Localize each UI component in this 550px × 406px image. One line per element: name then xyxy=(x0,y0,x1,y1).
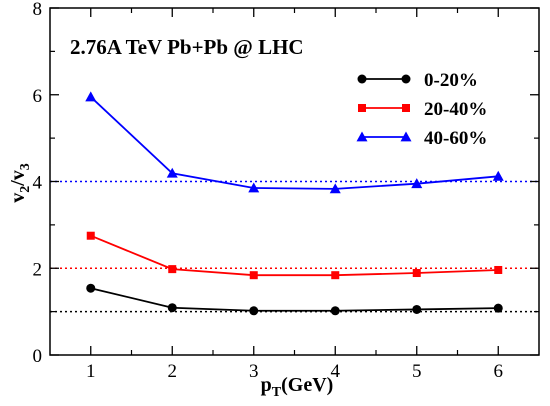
legend-marker-3-right xyxy=(400,131,412,142)
x-tick-label-4: 4 xyxy=(331,361,341,382)
x-tick-label-3: 3 xyxy=(249,361,259,382)
y-tick-label-4: 6 xyxy=(33,86,43,107)
x-axis-label-main: p xyxy=(261,374,272,396)
series-1-point-6 xyxy=(493,303,503,313)
series-2-point-5 xyxy=(412,269,421,278)
tick-labels: 1 2 3 4 5 6 0 2 4 6 8 xyxy=(33,0,504,382)
series-lines xyxy=(90,96,499,312)
legend-marker-1-right xyxy=(401,74,411,84)
series-line-1 xyxy=(90,287,499,312)
series-2-point-6 xyxy=(494,265,503,274)
legend-label-2: 20-40% xyxy=(424,99,487,120)
x-tick-label-2: 2 xyxy=(168,361,178,382)
y-tick-label-3: 4 xyxy=(33,173,43,194)
x-axis-label-rest: (GeV) xyxy=(281,374,333,396)
series-1-point-3 xyxy=(249,306,259,316)
x-axis-label-sub: T xyxy=(272,385,282,400)
series-2-point-4 xyxy=(331,271,340,280)
x-tick-label-6: 6 xyxy=(494,361,504,382)
legend-marker-3-left xyxy=(356,131,368,142)
x-tick-label-5: 5 xyxy=(412,361,422,382)
y-tick-label-2: 2 xyxy=(33,259,43,280)
series-2-point-2 xyxy=(168,265,177,274)
series-2-point-1 xyxy=(86,231,95,240)
series-2-point-3 xyxy=(249,271,258,280)
series-1-point-5 xyxy=(412,304,422,314)
series-3-point-4 xyxy=(329,183,341,194)
legend-marker-1-left xyxy=(357,74,367,84)
series-1-point-2 xyxy=(167,303,177,313)
legend-marker-2-left xyxy=(358,104,366,112)
y-axis-label-slash: /v xyxy=(7,170,29,187)
legend-marker-2-right xyxy=(402,104,410,112)
y-axis-label-main: v xyxy=(7,193,29,203)
y-tick-label-5: 8 xyxy=(33,0,43,20)
series-3-point-6 xyxy=(492,170,504,181)
legend-label-3: 40-60% xyxy=(424,128,487,149)
legend-label-1: 0-20% xyxy=(424,70,478,91)
series-1-point-4 xyxy=(330,306,340,316)
chart-title: 2.76A TeV Pb+Pb @ LHC xyxy=(70,35,304,59)
reference-lines xyxy=(50,180,539,313)
x-tick-label-1: 1 xyxy=(86,361,96,382)
y-tick-label-1: 0 xyxy=(33,346,43,367)
series-line-3 xyxy=(90,96,499,190)
y-axis-label-sub1: 2 xyxy=(18,186,33,193)
series-3-point-5 xyxy=(411,178,423,189)
y-axis-label-sub2: 3 xyxy=(18,163,33,170)
series-3-point-2 xyxy=(166,167,178,178)
series-1-point-1 xyxy=(86,283,96,293)
axis-ticks xyxy=(50,7,539,356)
x-axis-label: pT(GeV) xyxy=(261,374,334,400)
series-markers xyxy=(85,91,504,316)
series-line-2 xyxy=(90,234,499,277)
series-3-point-1 xyxy=(85,91,97,102)
legend: 0-20% 20-40% 40-60% xyxy=(356,70,487,149)
series-3-point-3 xyxy=(248,182,260,193)
y-axis-label: v2/v3 xyxy=(7,163,33,203)
